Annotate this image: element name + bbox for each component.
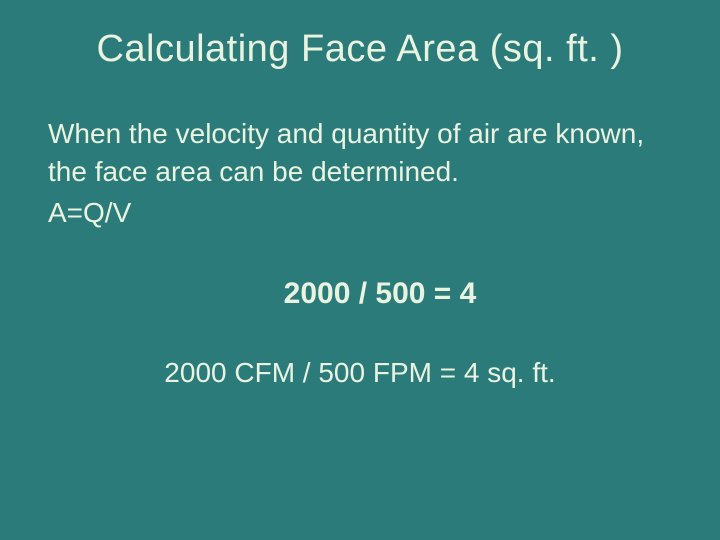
slide-container: Calculating Face Area (sq. ft. ) When th…	[0, 0, 720, 540]
slide-description: When the velocity and quantity of air ar…	[48, 115, 672, 191]
slide-formula: A=Q/V	[48, 197, 672, 229]
slide-title: Calculating Face Area (sq. ft. )	[48, 28, 672, 71]
slide-numeric-equation: 2000 / 500 = 4	[48, 277, 672, 311]
slide-units-equation: 2000 CFM / 500 FPM = 4 sq. ft.	[48, 357, 672, 389]
